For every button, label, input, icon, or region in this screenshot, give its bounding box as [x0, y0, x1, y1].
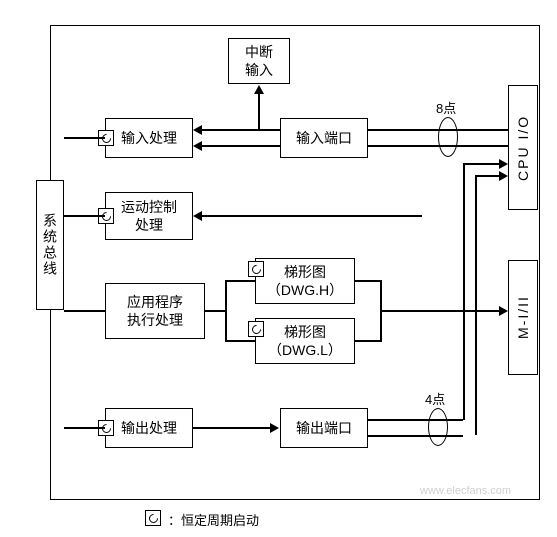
arrow [193, 211, 202, 221]
input-port-label: 输入端口 [296, 129, 352, 147]
arrow [193, 125, 202, 135]
connector [355, 280, 380, 282]
arrow [270, 423, 279, 433]
label-8-points: 8点 [436, 98, 456, 117]
motion-control-box: 运动控制 处理 [105, 192, 193, 240]
connector [368, 435, 463, 437]
legend-icon [145, 510, 161, 526]
connector [355, 340, 380, 342]
connector [64, 310, 105, 312]
connector [205, 310, 225, 312]
connector [202, 215, 422, 217]
connector [225, 340, 255, 342]
connector [64, 215, 105, 217]
system-bus-label: 系统总线 [40, 213, 60, 277]
ticker-icon [248, 321, 264, 337]
connector [202, 145, 280, 147]
arrow [499, 159, 508, 169]
ticker-icon [248, 261, 264, 277]
m-ii-box: M-I/II [508, 260, 538, 375]
app-exec-label: 应用程序 执行处理 [127, 293, 183, 329]
output-process-box: 输出处理 [105, 408, 193, 448]
input-port-box: 输入端口 [280, 118, 368, 158]
output-process-label: 输出处理 [121, 419, 177, 437]
ladder-h-label: 梯形图 （DWG.H） [267, 263, 343, 299]
connector [225, 280, 227, 342]
connector [463, 163, 465, 420]
ladder-l-label: 梯形图 （DWG.L） [268, 323, 342, 359]
connector [225, 280, 255, 282]
cpu-io-box: CPU I/O [508, 85, 538, 210]
watermark: www.elecfans.com [420, 485, 511, 497]
ellipse-4 [428, 408, 448, 446]
arrow [193, 141, 202, 151]
connector [258, 94, 260, 129]
app-exec-box: 应用程序 执行处理 [105, 283, 205, 339]
ladder-h-box: 梯形图 （DWG.H） [255, 258, 355, 304]
connector [202, 129, 280, 131]
arrow [254, 85, 264, 94]
input-process-box: 输入处理 [105, 118, 193, 158]
diagram-container: 系统总线 中断 输入 输入处理 输入端口 8点 运动控制 处理 应用程序 执行处… [0, 0, 557, 537]
input-process-label: 输入处理 [121, 129, 177, 147]
connector [368, 419, 463, 421]
interrupt-input-label: 中断 输入 [245, 43, 273, 79]
legend-text: ：恒定周期启动 [168, 510, 259, 529]
output-port-box: 输出端口 [280, 408, 368, 448]
connector [64, 137, 105, 139]
system-bus-box: 系统总线 [36, 180, 64, 310]
connector [64, 427, 105, 429]
ellipse-8 [438, 117, 458, 157]
connector [475, 175, 500, 177]
motion-control-label: 运动控制 处理 [121, 198, 177, 234]
interrupt-input-box: 中断 输入 [228, 38, 290, 84]
m-ii-label: M-I/II [515, 296, 531, 340]
connector [475, 175, 477, 435]
cpu-io-label: CPU I/O [515, 114, 531, 180]
arrow [499, 306, 508, 316]
arrow [499, 171, 508, 181]
connector [380, 310, 500, 312]
ladder-l-box: 梯形图 （DWG.L） [255, 318, 355, 364]
label-4-points: 4点 [425, 389, 445, 408]
connector [193, 427, 271, 429]
connector [463, 163, 500, 165]
output-port-label: 输出端口 [296, 419, 352, 437]
